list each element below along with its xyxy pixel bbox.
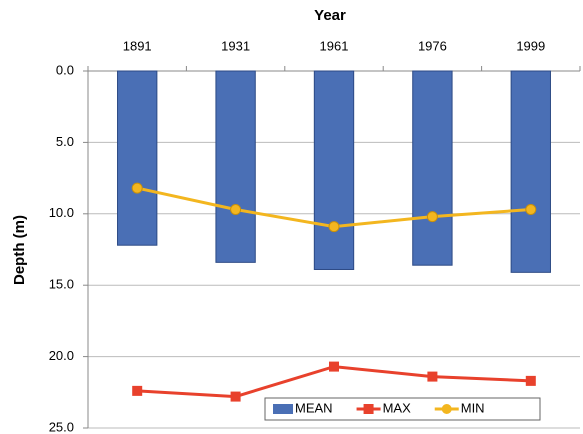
y-tick-label: 15.0	[49, 277, 74, 292]
point	[230, 204, 242, 216]
legend-marker	[363, 404, 374, 414]
point	[426, 211, 438, 223]
bar	[510, 70, 551, 273]
point	[525, 375, 536, 386]
point	[427, 371, 438, 382]
bar	[412, 70, 453, 266]
x-tick-label: 1976	[418, 38, 447, 53]
y-tick-label: 20.0	[49, 348, 74, 363]
y-tick-label: 0.0	[56, 62, 74, 77]
bar	[215, 70, 256, 263]
legend-swatch	[273, 404, 293, 414]
bar	[117, 70, 158, 246]
bar	[313, 70, 355, 270]
legend-label: MAX	[383, 400, 412, 415]
point	[230, 391, 241, 402]
y-tick-label: 25.0	[49, 419, 74, 434]
legend-label: MEAN	[295, 400, 333, 415]
point	[131, 182, 143, 194]
x-axis-title: Year	[314, 7, 346, 24]
y-tick-label: 5.0	[56, 134, 74, 149]
point	[132, 385, 143, 396]
y-tick-label: 10.0	[49, 205, 74, 220]
point	[329, 361, 339, 372]
x-tick-label: 1931	[221, 38, 250, 53]
point	[328, 221, 340, 233]
x-tick-label: 1891	[123, 38, 152, 53]
legend-box	[264, 397, 541, 421]
x-tick-label: 1961	[320, 38, 349, 53]
legend: MEAN MAX MIN	[264, 397, 541, 421]
point	[525, 204, 537, 216]
x-tick-label: 1999	[516, 38, 545, 53]
y-axis-title: Depth (m)	[11, 215, 28, 285]
legend-label: MIN	[461, 400, 485, 415]
legend-marker	[441, 404, 452, 414]
